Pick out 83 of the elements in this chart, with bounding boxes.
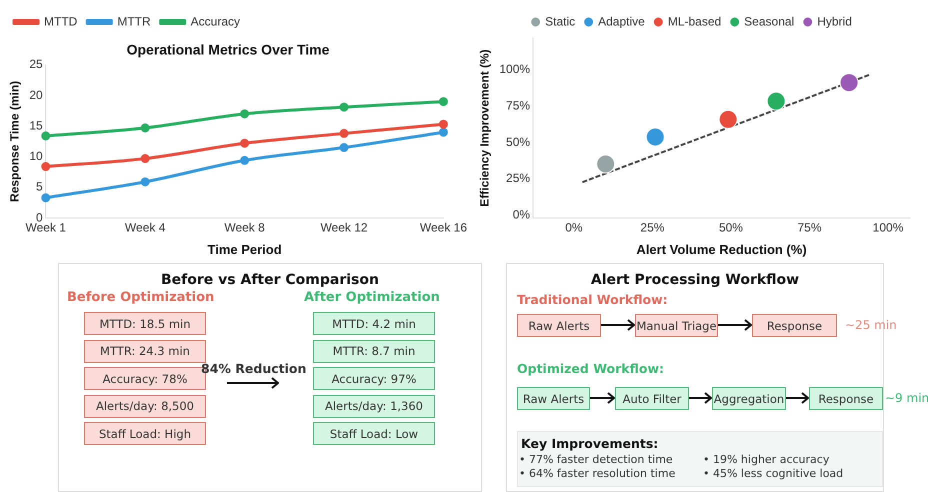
y-tick-label: 5 <box>36 180 44 194</box>
point <box>240 109 250 118</box>
text: Response <box>752 314 837 337</box>
x-tick-label: Week 8 <box>224 220 266 235</box>
text: Accuracy: 97% <box>313 367 435 390</box>
x-tick-label: 75% <box>797 220 822 235</box>
x-tick-label: Week 12 <box>320 220 368 235</box>
text: Raw Alerts <box>517 387 590 410</box>
point <box>41 131 50 140</box>
y-tick-label: 50% <box>506 134 530 149</box>
text: 84% Reduction <box>201 361 306 376</box>
point <box>340 102 349 112</box>
legend-label: MTTD <box>44 14 78 28</box>
point <box>240 156 250 165</box>
y-tick-label: 75% <box>506 98 530 113</box>
x-tick-label: 25% <box>640 220 665 235</box>
text: • 45% less cognitive load <box>703 467 844 480</box>
legend-label: Accuracy <box>190 14 240 28</box>
point <box>140 177 150 186</box>
point <box>340 143 349 152</box>
x-tick-label: 50% <box>718 220 744 235</box>
point <box>646 128 665 146</box>
text: • 19% higher accuracy <box>703 453 830 466</box>
text: Response <box>809 387 883 410</box>
text: MTTD: 18.5 min <box>84 312 206 335</box>
text: Aggregation <box>712 387 786 410</box>
point <box>438 128 448 137</box>
point <box>41 193 50 202</box>
legend-label: Adaptive <box>598 14 646 28</box>
y-tick-label: 10 <box>29 149 44 164</box>
point <box>438 97 448 106</box>
y-tick-label: 100% <box>499 62 530 76</box>
text: ~9 min <box>885 391 928 405</box>
point <box>140 123 150 132</box>
text: Traditional Workflow: <box>517 292 668 307</box>
x-axis-title: Time Period <box>207 242 282 257</box>
point <box>840 73 859 92</box>
text: After Optimization <box>304 290 440 305</box>
y-tick-label: 15 <box>29 118 44 132</box>
x-tick-label: 100% <box>872 220 904 235</box>
legend-label: Seasonal <box>744 14 794 28</box>
x-tick-label: Week 16 <box>420 220 468 235</box>
text: MTTR: 24.3 min <box>84 340 206 362</box>
text: MTTD: 4.2 min <box>313 312 435 335</box>
chart-title: Operational Metrics Over Time <box>126 41 330 58</box>
point <box>596 154 616 174</box>
y-tick-label: 25 <box>29 57 44 72</box>
legend-label: MTTR <box>117 14 151 28</box>
text: Manual Triage <box>635 314 718 337</box>
point <box>766 92 786 111</box>
text: Key Improvements: <box>521 436 658 451</box>
y-axis-title: Efficiency Improvement (%) <box>478 49 492 207</box>
point <box>340 128 349 138</box>
text: Alert Processing Workflow <box>590 272 800 288</box>
text: Before Optimization <box>67 290 214 305</box>
point <box>140 154 150 164</box>
text: ~25 min <box>845 318 897 332</box>
point <box>438 120 448 129</box>
text: Staff Load: High <box>84 422 206 445</box>
y-tick-label: 20 <box>29 88 44 102</box>
y-tick-label: 0% <box>512 207 530 222</box>
text: Alerts/day: 8,500 <box>84 394 206 418</box>
x-axis-title: Alert Volume Reduction (%) <box>636 242 807 257</box>
point <box>718 110 738 129</box>
text: Staff Load: Low <box>313 422 435 445</box>
text: • 64% faster resolution time <box>519 467 676 480</box>
text: Optimized Workflow: <box>517 361 664 376</box>
text: • 77% faster detection time <box>519 453 673 466</box>
point <box>240 138 250 148</box>
text: Auto Filter <box>615 387 689 410</box>
text: Alerts/day: 1,360 <box>313 394 435 418</box>
legend-label: ML-based <box>668 14 722 28</box>
x-tick-label: 0% <box>565 220 583 235</box>
y-tick-label: 25% <box>506 171 530 186</box>
x-tick-label: Week 4 <box>124 220 166 235</box>
legend-label: Hybrid <box>817 14 852 28</box>
y-axis-title: Response Time (min) <box>8 80 22 202</box>
text: MTTR: 8.7 min <box>313 340 435 362</box>
text: Accuracy: 78% <box>102 372 188 386</box>
legend-label: Static <box>545 14 576 28</box>
text: Before vs After Comparison <box>160 272 380 288</box>
point <box>41 162 50 172</box>
text: Raw Alerts <box>517 314 601 337</box>
